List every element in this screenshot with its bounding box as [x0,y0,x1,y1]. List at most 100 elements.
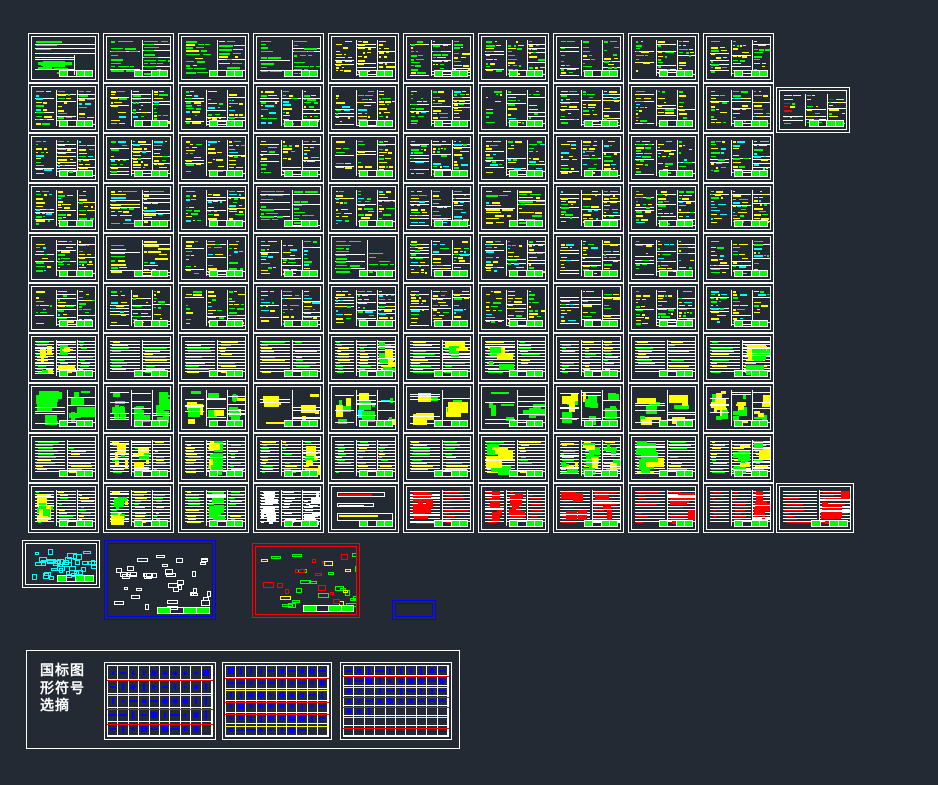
drawing-sheet-r5-c6[interactable] [403,233,474,283]
title-block-cell [360,71,369,76]
drawing-sheet-r6-c2[interactable] [103,283,174,333]
drawing-sheet-r3-c1[interactable] [28,133,99,183]
drawing-sheet-r8-c5[interactable] [328,383,399,433]
drawing-sheet-r3-c8[interactable] [553,133,624,183]
drawing-sheet-r3-c6[interactable] [403,133,474,183]
drawing-sheet-r2-c6[interactable] [403,83,474,133]
drawing-sheet-r2-c5[interactable] [328,83,399,133]
sheet-text-run [290,309,293,310]
drawing-sheet-r2-c1[interactable] [28,83,99,133]
drawing-sheet-r8-c8[interactable] [553,383,624,433]
drawing-sheet-r2-c2[interactable] [103,83,174,133]
drawing-sheet-r4-c3[interactable] [178,183,249,233]
drawing-sheet-r6-c5[interactable] [328,283,399,333]
drawing-sheet-r1-c10[interactable] [703,33,774,83]
drawing-sheet-r1-c6[interactable] [403,33,474,83]
drawing-sheet-r7-c4[interactable] [253,333,324,383]
drawing-sheet-r2-c4[interactable] [253,83,324,133]
sheet-text-run [636,91,645,92]
drawing-sheet-r8-c9[interactable] [628,383,699,433]
drawing-sheet-r8-c10[interactable] [703,383,774,433]
drawing-sheet-r7-c7[interactable] [478,333,549,383]
drawing-sheet-r7-c9[interactable] [628,333,699,383]
drawing-sheet-r4-c6[interactable] [403,183,474,233]
drawing-sheet-r6-c1[interactable] [28,283,99,333]
drawing-sheet-r5-c1[interactable] [28,233,99,283]
drawing-sheet-r9-c9[interactable] [628,433,699,483]
drawing-sheet-r7-c3[interactable] [178,333,249,383]
drawing-sheet-r9-c3[interactable] [178,433,249,483]
drawing-sheet-r9-c8[interactable] [553,433,624,483]
drawing-sheet-r2-c10[interactable] [703,83,774,133]
drawing-sheet-r9-c1[interactable] [28,433,99,483]
drawing-sheet-r6-c6[interactable] [403,283,474,333]
drawing-sheet-r4-c8[interactable] [553,183,624,233]
drawing-sheet-r2-c3[interactable] [178,83,249,133]
drawing-sheet-r8-c7[interactable] [478,383,549,433]
drawing-sheet-r5-c3[interactable] [178,233,249,283]
drawing-sheet-r5-c8[interactable] [553,233,624,283]
drawing-sheet-r4-c4[interactable] [253,183,324,233]
drawing-sheet-r1-c1[interactable] [28,33,99,83]
drawing-sheet-r5-c9[interactable] [628,233,699,283]
drawing-sheet-r3-c7[interactable] [478,133,549,183]
drawing-sheet-r9-c4[interactable] [253,433,324,483]
drawing-sheet-r1-c5[interactable] [328,33,399,83]
sheet-table-rule [582,459,601,460]
drawing-sheet-r7-c6[interactable] [403,333,474,383]
drawing-sheet-r4-c7[interactable] [478,183,549,233]
drawing-sheet-r7-c8[interactable] [553,333,624,383]
drawing-sheet-r1-c8[interactable] [553,33,624,83]
drawing-sheet-r5-c7[interactable] [478,233,549,283]
drawing-sheet-r1-c7[interactable] [478,33,549,83]
drawing-sheet-r9-c5[interactable] [328,433,399,483]
sheet-column [635,90,655,126]
drawing-sheet-r2-c9[interactable] [628,83,699,133]
drawing-sheet-r3-c3[interactable] [178,133,249,183]
drawing-sheet-r5-c4[interactable] [253,233,324,283]
drawing-sheet-r8-c3[interactable] [178,383,249,433]
drawing-sheet-r9-c2[interactable] [103,433,174,483]
drawing-sheet-r4-c9[interactable] [628,183,699,233]
drawing-sheet-r7-c5[interactable] [328,333,399,383]
drawing-sheet-r7-c10[interactable] [703,333,774,383]
sheet-table-rule [303,452,320,453]
drawing-sheet-r8-c2[interactable] [103,383,174,433]
drawing-sheet-r3-c5[interactable] [328,133,399,183]
drawing-sheet-r4-c5[interactable] [328,183,399,233]
drawing-sheet-r6-c10[interactable] [703,283,774,333]
drawing-sheet-r6-c9[interactable] [628,283,699,333]
drawing-sheet-r1-c9[interactable] [628,33,699,83]
drawing-sheet-r8-c6[interactable] [403,383,474,433]
drawing-sheet-r8-c4[interactable] [253,383,324,433]
drawing-sheet-r3-c4[interactable] [253,133,324,183]
drawing-sheet-r6-c3[interactable] [178,283,249,333]
drawing-sheet-r5-c2[interactable] [103,233,174,283]
drawing-sheet-r9-c7[interactable] [478,433,549,483]
sheet-table-rule [753,44,770,45]
drawing-sheet-r4-c10[interactable] [703,183,774,233]
drawing-sheet-r7-c2[interactable] [103,333,174,383]
drawing-sheet-r4-c2[interactable] [103,183,174,233]
drawing-sheet-r5-c10[interactable] [703,233,774,283]
drawing-sheet-r2-c8[interactable] [553,83,624,133]
drawing-sheet-r7-c1[interactable] [28,333,99,383]
drawing-sheet-r3-c2[interactable] [103,133,174,183]
drawing-sheet-r6-c8[interactable] [553,283,624,333]
drawing-sheet-r6-c7[interactable] [478,283,549,333]
drawing-sheet-r4-c1[interactable] [28,183,99,233]
drawing-sheet-r6-c4[interactable] [253,283,324,333]
sheet-text-run [411,262,418,263]
drawing-sheet-r2-c7[interactable] [478,83,549,133]
drawing-sheet-r9-c6[interactable] [403,433,474,483]
drawing-sheet-r8-c1[interactable] [28,383,99,433]
drawing-sheet-r3-c9[interactable] [628,133,699,183]
sheet-text-run [486,41,492,43]
drawing-sheet-r3-c10[interactable] [703,133,774,183]
drawing-sheet-r1-c2[interactable] [103,33,174,83]
drawing-sheet-r1-c3[interactable] [178,33,249,83]
drawing-sheet-r5-c5[interactable] [328,233,399,283]
sheet-content [185,190,245,226]
drawing-sheet-r1-c4[interactable] [253,33,324,83]
